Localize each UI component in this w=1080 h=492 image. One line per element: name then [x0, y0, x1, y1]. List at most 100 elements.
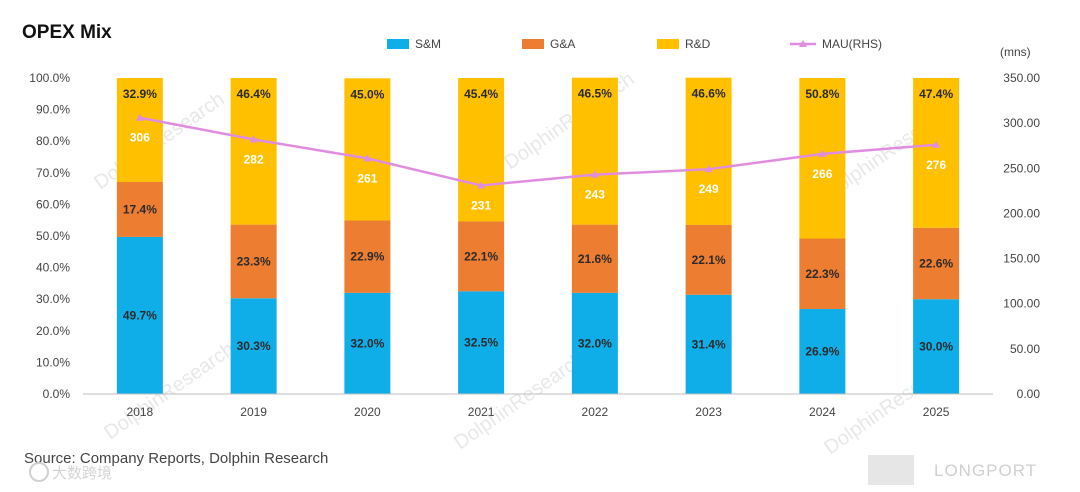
bar-segment-rd — [913, 78, 960, 228]
data-label: 32.0% — [578, 336, 612, 350]
mau-point — [704, 165, 713, 173]
right-axis-tick-label: 300.00 — [1003, 116, 1040, 130]
mau-value-label: 249 — [699, 182, 719, 196]
bar-segment-ga — [458, 221, 505, 292]
data-label: 47.4% — [919, 87, 953, 101]
mau-point — [477, 181, 486, 189]
mau-point — [590, 170, 599, 178]
mau-point — [135, 113, 144, 121]
data-label: 22.6% — [919, 256, 953, 270]
legend-swatch — [387, 39, 409, 49]
bar-segment-rd — [799, 78, 846, 239]
bar-segment-sm — [230, 298, 277, 394]
mau-value-label: 231 — [471, 198, 491, 212]
x-axis-tick-label: 2025 — [923, 405, 950, 419]
left-axis-tick-label: 50.0% — [36, 229, 70, 243]
bar-segment-ga — [116, 181, 163, 237]
x-axis-tick-label: 2018 — [127, 405, 154, 419]
footer-logo-text: 大数跨境 — [52, 464, 112, 482]
bar-segment-ga — [799, 238, 846, 309]
legend: S&M G&A R&D MAU(RHS) — [387, 37, 882, 51]
brand-name: LONGPORT — [934, 461, 1037, 480]
data-label: 30.0% — [919, 340, 953, 354]
data-label: 46.4% — [237, 87, 271, 101]
x-axis-tick-label: 2022 — [582, 405, 609, 419]
left-axis-tick-label: 70.0% — [36, 166, 70, 180]
x-axis-tick-label: 2020 — [354, 405, 381, 419]
bar-labels: 49.7% 17.4% 32.9% 30.3% 23.3% 46.4% 32.0% 22.9%… — [123, 87, 954, 359]
x-axis-tick-label: 2019 — [240, 405, 267, 419]
legend-marker-icon — [799, 40, 807, 47]
data-label: 30.3% — [237, 339, 271, 353]
source-note: Source: Company Reports, Dolphin Researc… — [24, 450, 328, 467]
left-axis-tick-label: 100.0% — [29, 71, 70, 85]
legend-label: R&D — [685, 37, 711, 51]
mau-point — [363, 154, 372, 162]
right-axis-tick-label: 100.00 — [1003, 297, 1040, 311]
left-axis-tick-label: 10.0% — [36, 355, 70, 369]
left-axis-tick-label: 60.0% — [36, 197, 70, 211]
mau-point — [249, 135, 258, 143]
brand-mark-icon — [868, 455, 914, 485]
left-axis-tick-label: 20.0% — [36, 324, 70, 338]
bar-segment-ga — [571, 224, 618, 293]
bar-segment-ga — [230, 224, 277, 299]
left-axis-tick-label: 30.0% — [36, 292, 70, 306]
bar-segment-sm — [344, 292, 391, 394]
data-label: 17.4% — [123, 202, 157, 216]
x-axis: 2018 2019 2020 2021 2022 2023 2024 2025 — [83, 393, 993, 419]
bar-segment-rd — [230, 78, 277, 225]
data-label: 45.4% — [464, 87, 498, 101]
bar-segment-sm — [116, 236, 163, 394]
right-axis-unit: (mns) — [1000, 45, 1031, 59]
bar-segment-sm — [685, 294, 732, 394]
data-label: 22.1% — [464, 249, 498, 263]
footer-logo: 大数跨境 — [29, 462, 112, 482]
right-axis: 0.00 50.00 100.00 150.00 200.00 250.00 300.00 3… — [1003, 71, 1040, 401]
legend-label: S&M — [415, 37, 441, 51]
legend-label: MAU(RHS) — [822, 37, 882, 51]
data-label: 26.9% — [805, 344, 839, 358]
right-axis-tick-label: 50.00 — [1010, 342, 1040, 356]
bar-segment-rd — [116, 78, 163, 182]
right-axis-tick-label: 350.00 — [1003, 71, 1040, 85]
x-axis-tick-label: 2023 — [695, 405, 722, 419]
data-label: 46.6% — [692, 87, 726, 101]
mau-value-label: 243 — [585, 188, 605, 202]
data-label: 21.6% — [578, 252, 612, 266]
footer-brand: LONGPORT — [868, 455, 1037, 485]
bar-segment-sm — [913, 299, 960, 394]
legend-swatch — [657, 39, 679, 49]
bar-segment-rd — [685, 77, 732, 225]
mau-point — [932, 140, 941, 148]
data-label: 45.0% — [350, 87, 384, 101]
data-label: 50.8% — [805, 87, 839, 101]
mau-value-label: 306 — [130, 131, 150, 145]
bars — [116, 77, 960, 394]
right-axis-tick-label: 200.00 — [1003, 206, 1040, 220]
left-axis-tick-label: 90.0% — [36, 103, 70, 117]
mau-value-label: 261 — [357, 171, 377, 185]
x-axis-tick-label: 2021 — [468, 405, 495, 419]
right-axis-tick-label: 150.00 — [1003, 252, 1040, 266]
data-label: 32.0% — [350, 336, 384, 350]
data-label: 31.4% — [692, 337, 726, 351]
left-axis: 0.0% 10.0% 20.0% 30.0% 40.0% 50.0% 60.0% 70.0% 8… — [29, 71, 70, 401]
left-axis-tick-label: 40.0% — [36, 261, 70, 275]
bar-segment-ga — [344, 220, 391, 293]
mau-value-label: 266 — [812, 167, 832, 181]
mau-point — [818, 149, 827, 157]
bar-segment-rd — [571, 77, 618, 225]
right-axis-tick-label: 250.00 — [1003, 161, 1040, 175]
chart-title: OPEX Mix — [22, 22, 112, 43]
legend-label: G&A — [550, 37, 575, 51]
bar-segment-rd — [344, 78, 391, 221]
data-label: 22.9% — [350, 250, 384, 264]
bar-segment-sm — [571, 292, 618, 394]
data-label: 32.9% — [123, 87, 157, 101]
data-label: 22.1% — [692, 253, 726, 267]
mau-line-series — [135, 113, 941, 189]
mau-value-label: 282 — [244, 152, 264, 166]
left-axis-tick-label: 0.0% — [43, 387, 71, 401]
